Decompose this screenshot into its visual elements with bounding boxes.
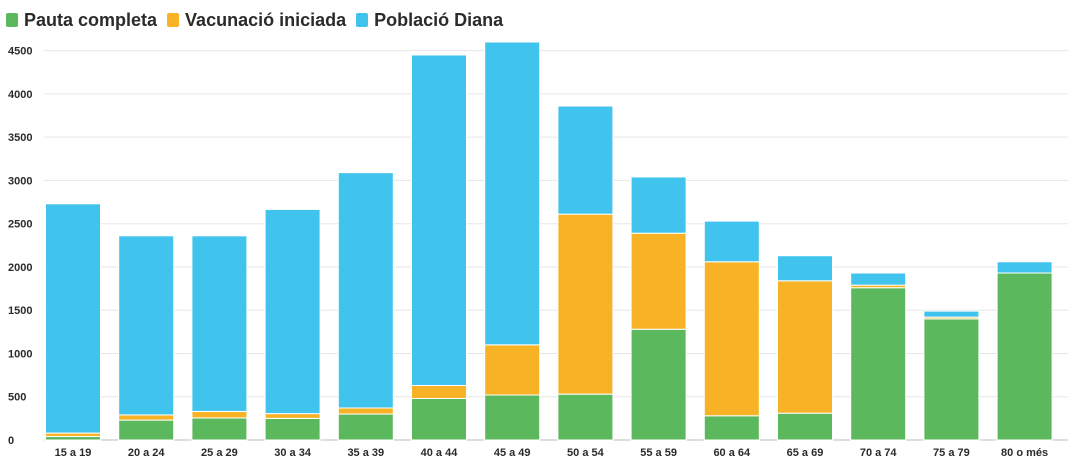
bar-segment [191, 417, 248, 441]
bar-segment [337, 172, 394, 409]
bar-segment [118, 414, 175, 421]
bar-segment [45, 432, 101, 438]
bar-segment [923, 310, 980, 318]
bar-segment [557, 393, 614, 441]
bar-segment [703, 261, 760, 417]
legend-swatch-poblacio-diana [356, 13, 369, 27]
x-tick-label: 55 a 59 [640, 447, 677, 459]
y-tick-label: 0 [8, 435, 14, 447]
y-axis-ticks: 0 500 1000 1500 2000 2500 3000 3500 4000 4500 [8, 46, 32, 447]
bar-segment [996, 261, 1053, 274]
x-tick-label: 25 a 29 [201, 447, 238, 459]
bar-segment [630, 328, 687, 441]
bar-segment [45, 436, 101, 441]
x-tick-label: 20 a 24 [128, 447, 166, 459]
x-tick-label: 35 a 39 [347, 447, 384, 459]
bar-segment [264, 413, 321, 419]
x-tick-label: 40 a 44 [421, 447, 459, 459]
x-tick-label: 70 a 74 [860, 447, 898, 459]
bar-segment [630, 232, 687, 330]
x-tick-label: 75 a 79 [933, 447, 970, 459]
x-tick-label: 50 a 54 [567, 447, 605, 459]
legend-label-vacunacio-iniciada: Vacunació iniciada [185, 9, 347, 30]
legend-swatch-pauta-completa [6, 13, 18, 27]
bar-segment [45, 203, 101, 434]
y-tick-label: 3000 [8, 175, 32, 187]
x-tick-label: 80 o més [1001, 447, 1048, 459]
bar-segment [191, 235, 248, 412]
bar-segment [850, 272, 907, 286]
bar-segment [411, 54, 467, 386]
bar-segment [264, 208, 321, 415]
bar-segment [484, 344, 541, 396]
bar-segment [337, 413, 394, 441]
y-tick-label: 4000 [8, 89, 32, 101]
bar-segment [411, 384, 467, 399]
legend-swatch-vacunacio-iniciada [167, 13, 180, 27]
x-tick-label: 45 a 49 [494, 447, 531, 459]
legend: Pauta completa Vacunació iniciada Poblac… [6, 8, 513, 32]
bar-segment [264, 417, 321, 441]
legend-label-pauta-completa: Pauta completa [24, 9, 158, 30]
legend-item-poblacio-diana: Població Diana [356, 10, 503, 31]
bar-segment [484, 394, 541, 441]
bar-segment [557, 105, 614, 215]
bar-segment [337, 407, 394, 415]
bar-segment [850, 287, 907, 441]
y-tick-label: 1000 [8, 348, 32, 360]
bar-segment [484, 41, 541, 346]
legend-item-pauta-completa: Pauta completa [6, 10, 157, 31]
bars [45, 41, 1053, 441]
bar-segment [118, 235, 175, 416]
bar-segment [411, 397, 467, 441]
x-tick-label: 30 a 34 [274, 447, 312, 459]
bar-segment [777, 255, 833, 282]
y-tick-label: 4500 [8, 46, 32, 58]
x-tick-label: 60 a 64 [713, 447, 751, 459]
bar-segment [703, 220, 760, 263]
y-tick-label: 1500 [8, 305, 32, 317]
bar-segment [118, 419, 175, 441]
legend-label-poblacio-diana: Població Diana [374, 9, 504, 30]
x-tick-label: 65 a 69 [787, 447, 824, 459]
legend-item-vacunacio-iniciada: Vacunació iniciada [167, 10, 346, 31]
bar-segment [630, 176, 687, 234]
bar-segment [923, 318, 980, 441]
bar-segment [557, 213, 614, 395]
bar-segment [191, 410, 248, 419]
y-tick-label: 500 [8, 392, 26, 404]
bar-segment [703, 415, 760, 441]
x-tick-label: 15 a 19 [55, 447, 92, 459]
bar-segment [996, 272, 1053, 441]
bar-segment [777, 412, 833, 441]
y-tick-label: 2500 [8, 219, 32, 231]
bar-segment [777, 280, 833, 414]
y-tick-label: 2000 [8, 262, 32, 274]
x-axis-ticks: 15 a 19 20 a 24 25 a 29 30 a 34 35 a 39 40 a … [55, 447, 1048, 459]
y-tick-label: 3500 [8, 132, 32, 144]
